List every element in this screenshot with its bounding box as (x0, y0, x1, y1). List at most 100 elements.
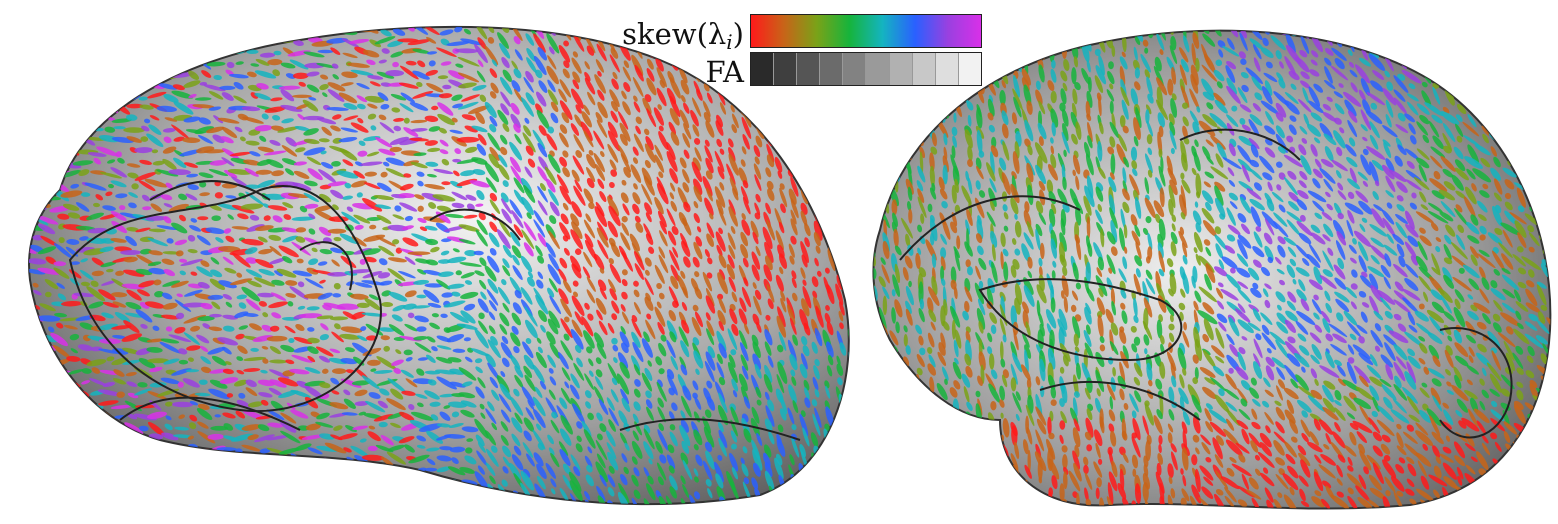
tensor-glyph (599, 190, 607, 203)
tensor-glyph (142, 206, 152, 211)
tensor-glyph (467, 105, 490, 115)
tensor-glyph (835, 208, 843, 227)
tensor-glyph (174, 326, 186, 334)
tensor-glyph (214, 491, 225, 499)
tensor-glyph (166, 238, 174, 244)
tensor-glyph (536, 109, 550, 130)
tensor-glyph (39, 62, 60, 71)
tensor-glyph (245, 298, 261, 311)
tensor-glyph (694, 147, 702, 162)
tensor-glyph (380, 171, 388, 178)
tensor-glyph (138, 41, 149, 48)
tensor-glyph (148, 267, 166, 275)
tensor-glyph (908, 280, 912, 288)
tensor-glyph (84, 27, 108, 34)
tensor-glyph (209, 160, 228, 166)
tensor-glyph (134, 71, 152, 83)
tensor-glyph (719, 269, 726, 281)
tensor-glyph (822, 173, 831, 194)
tensor-glyph (1343, 8, 1359, 27)
tensor-glyph (473, 490, 485, 498)
tensor-glyph (61, 501, 82, 505)
tensor-glyph (546, 65, 559, 85)
tensor-glyph (85, 492, 105, 498)
tensor-glyph (460, 310, 476, 324)
tensor-glyph (524, 166, 533, 178)
tensor-glyph (243, 356, 267, 362)
tensor-glyph (706, 272, 713, 279)
tensor-glyph (428, 126, 441, 132)
tensor-glyph (57, 39, 70, 49)
tensor-glyph (215, 237, 224, 243)
tensor-glyph (172, 447, 185, 454)
tensor-glyph (488, 232, 500, 248)
tensor-glyph (36, 315, 61, 322)
tensor-glyph (839, 431, 847, 447)
tensor-glyph (289, 286, 309, 300)
tensor-glyph (692, 124, 700, 137)
tensor-glyph (180, 258, 203, 267)
tensor-glyph (137, 51, 152, 57)
tensor-glyph (583, 104, 590, 116)
tensor-glyph (804, 223, 811, 237)
tensor-glyph (163, 216, 172, 224)
tensor-glyph (38, 223, 56, 235)
tensor-glyph (203, 84, 226, 92)
tensor-glyph (526, 57, 537, 73)
tensor-glyph (705, 312, 711, 321)
tensor-glyph (839, 192, 845, 204)
tensor-glyph (29, 169, 32, 182)
tensor-glyph (487, 132, 501, 151)
tensor-glyph (839, 301, 845, 316)
tensor-glyph (411, 501, 427, 505)
tensor-glyph (1024, 30, 1032, 52)
tensor-glyph (29, 466, 33, 477)
tensor-glyph (102, 205, 116, 211)
tensor-glyph (752, 282, 757, 290)
tensor-glyph (1536, 92, 1551, 104)
tensor-glyph (135, 227, 151, 233)
tensor-glyph (1421, 13, 1430, 23)
tensor-glyph (1552, 70, 1558, 79)
tensor-glyph (316, 315, 334, 320)
tensor-glyph (190, 271, 198, 276)
tensor-glyph (646, 313, 652, 320)
tensor-glyph (792, 105, 798, 115)
tensor-glyph (645, 136, 654, 151)
tensor-glyph (1535, 16, 1550, 29)
tensor-glyph (59, 15, 82, 24)
tensor-glyph (535, 103, 543, 114)
tensor-glyph (890, 87, 902, 106)
tensor-glyph (58, 223, 66, 230)
tensor-glyph (1530, 30, 1538, 37)
tensor-glyph (1383, 39, 1395, 49)
tensor-glyph (656, 301, 662, 309)
tensor-glyph (691, 316, 702, 337)
tensor-glyph (811, 464, 819, 479)
tensor-glyph (537, 200, 548, 216)
tensor-glyph (581, 316, 594, 337)
tensor-glyph (383, 345, 390, 352)
tensor-glyph (427, 147, 441, 153)
tensor-glyph (1466, 47, 1480, 58)
tensor-glyph (584, 302, 590, 310)
tensor-glyph (339, 148, 358, 161)
tensor-glyph (187, 184, 199, 191)
tensor-glyph (599, 267, 605, 274)
tensor-glyph (741, 146, 747, 155)
tensor-glyph (39, 126, 56, 139)
tensor-glyph (1526, 116, 1537, 139)
tensor-glyph (764, 493, 774, 505)
tensor-glyph (791, 270, 797, 280)
tensor-glyph (728, 276, 736, 293)
tensor-glyph (202, 323, 211, 329)
tensor-glyph (320, 162, 334, 169)
tensor-glyph (779, 123, 785, 137)
tensor-glyph (521, 229, 535, 250)
tensor-glyph (1539, 30, 1551, 43)
tensor-glyph (609, 54, 620, 73)
tensor-glyph (439, 139, 449, 147)
tensor-glyph (1525, 100, 1539, 116)
tensor-glyph (617, 352, 629, 369)
tensor-glyph (210, 269, 223, 278)
